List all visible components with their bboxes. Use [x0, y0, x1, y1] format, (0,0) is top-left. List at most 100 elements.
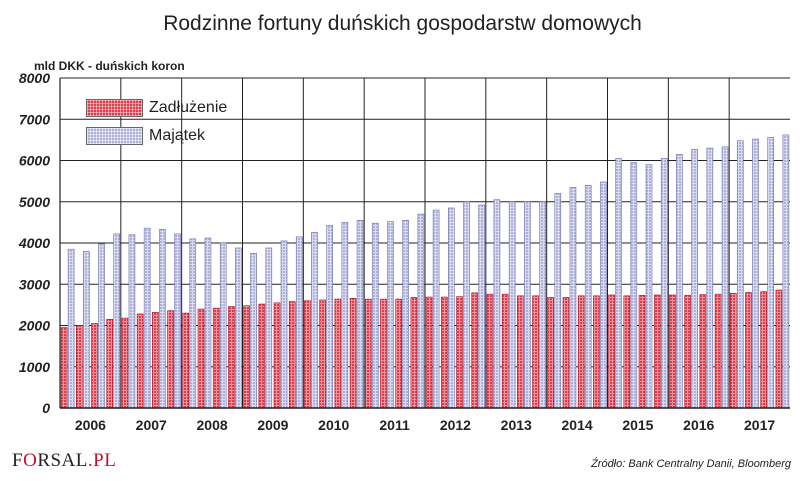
bar-assets [767, 137, 774, 409]
x-tick-label: 2017 [744, 417, 775, 433]
bar-debt [182, 312, 190, 409]
bar-debt [304, 300, 311, 409]
bar-debt [517, 295, 524, 409]
bar-debt [197, 308, 205, 409]
x-tick-label: 2015 [622, 417, 653, 433]
bar-assets [660, 158, 668, 409]
x-tick-label: 2010 [318, 417, 349, 433]
y-tick-label: 6000 [19, 153, 50, 169]
bar-assets [128, 234, 136, 409]
bar-assets [584, 184, 592, 409]
bar-debt [501, 293, 509, 409]
bar-assets [402, 220, 409, 409]
x-tick-label: 2011 [379, 417, 410, 433]
bar-assets [98, 243, 105, 409]
bar-assets [67, 248, 75, 409]
y-tick-label: 7000 [19, 111, 50, 127]
legend-item-assets: Majątek [86, 122, 227, 150]
bar-assets [113, 233, 121, 409]
bar-assets [554, 193, 562, 409]
bar-debt [76, 325, 83, 409]
legend: Zadłużenie Majątek [86, 94, 227, 150]
bar-debt [547, 297, 555, 409]
bar-assets [219, 242, 227, 409]
bar-debt [532, 295, 539, 409]
bar-debt [364, 298, 372, 409]
legend-label-debt: Zadłużenie [149, 99, 228, 116]
bar-debt [380, 298, 387, 409]
bar-assets [569, 187, 577, 409]
bar-assets [356, 220, 364, 409]
bar-debt [228, 306, 235, 409]
bar-assets [371, 222, 379, 409]
y-tick-label: 0 [42, 400, 50, 416]
legend-label-assets: Majątek [149, 127, 206, 144]
bar-debt [714, 293, 722, 409]
bar-assets [676, 154, 683, 409]
bar-debt [684, 295, 691, 409]
bar-debt [745, 292, 752, 409]
bar-assets [280, 240, 288, 409]
bar-debt [212, 307, 220, 409]
bar-debt [410, 297, 418, 409]
bar-debt [60, 327, 68, 409]
bar-debt [288, 301, 296, 409]
y-tick-label: 5000 [19, 194, 50, 210]
x-tick-label: 2013 [501, 417, 532, 433]
chart-title: Rodzinne fortuny duńskich gospodarstw do… [163, 12, 642, 35]
bar-debt [243, 305, 250, 409]
bar-debt [319, 299, 326, 409]
bar-debt [425, 296, 433, 409]
bar-debt [729, 293, 737, 409]
bar-assets [478, 204, 486, 409]
bar-assets [341, 222, 349, 409]
bar-debt [471, 292, 479, 409]
bar-debt [334, 298, 342, 409]
bar-assets [736, 140, 744, 409]
bar-debt [577, 295, 585, 409]
source-note: Źródło: Bank Centralny Danii, Bloomberg [591, 458, 791, 470]
bar-debt [593, 295, 600, 409]
bar-debt [486, 293, 494, 409]
bar-assets [539, 201, 546, 409]
y-tick-label: 8000 [19, 70, 50, 86]
bar-assets [630, 162, 638, 409]
y-axis-unit-label: mld DKK - duńskich koron [34, 59, 185, 73]
bar-assets [691, 149, 698, 409]
bar-assets [417, 213, 425, 409]
y-tick-label: 1000 [19, 359, 50, 375]
bar-assets [189, 238, 197, 409]
bar-assets [204, 237, 212, 409]
bar-debt [562, 297, 570, 409]
bar-debt [349, 297, 357, 409]
x-tick-label: 2008 [197, 417, 228, 433]
bar-assets [174, 233, 181, 409]
bar-assets [250, 253, 257, 409]
x-tick-label: 2009 [257, 417, 288, 433]
bar-assets [159, 229, 166, 409]
bar-debt [608, 294, 615, 409]
bar-debt [760, 291, 767, 409]
bar-assets [508, 201, 516, 409]
x-tick-label: 2007 [136, 417, 167, 433]
bar-debt [121, 317, 129, 409]
bar-assets [645, 164, 653, 409]
bar-assets [83, 250, 90, 409]
bar-assets [782, 134, 790, 409]
bar-debt [258, 303, 266, 409]
bar-debt [699, 294, 707, 409]
bar-assets [143, 227, 151, 409]
bar-debt [136, 313, 144, 409]
bar-debt [653, 294, 661, 409]
bar-assets [752, 138, 759, 409]
bar-debt [669, 294, 676, 409]
bar-debt [456, 296, 463, 409]
y-tick-label: 2000 [18, 318, 50, 334]
bar-assets [235, 247, 242, 409]
bar-debt [167, 310, 174, 409]
bar-assets [387, 221, 394, 409]
bar-assets [493, 199, 501, 409]
x-tick-label: 2016 [683, 417, 714, 433]
bar-debt [273, 302, 281, 409]
